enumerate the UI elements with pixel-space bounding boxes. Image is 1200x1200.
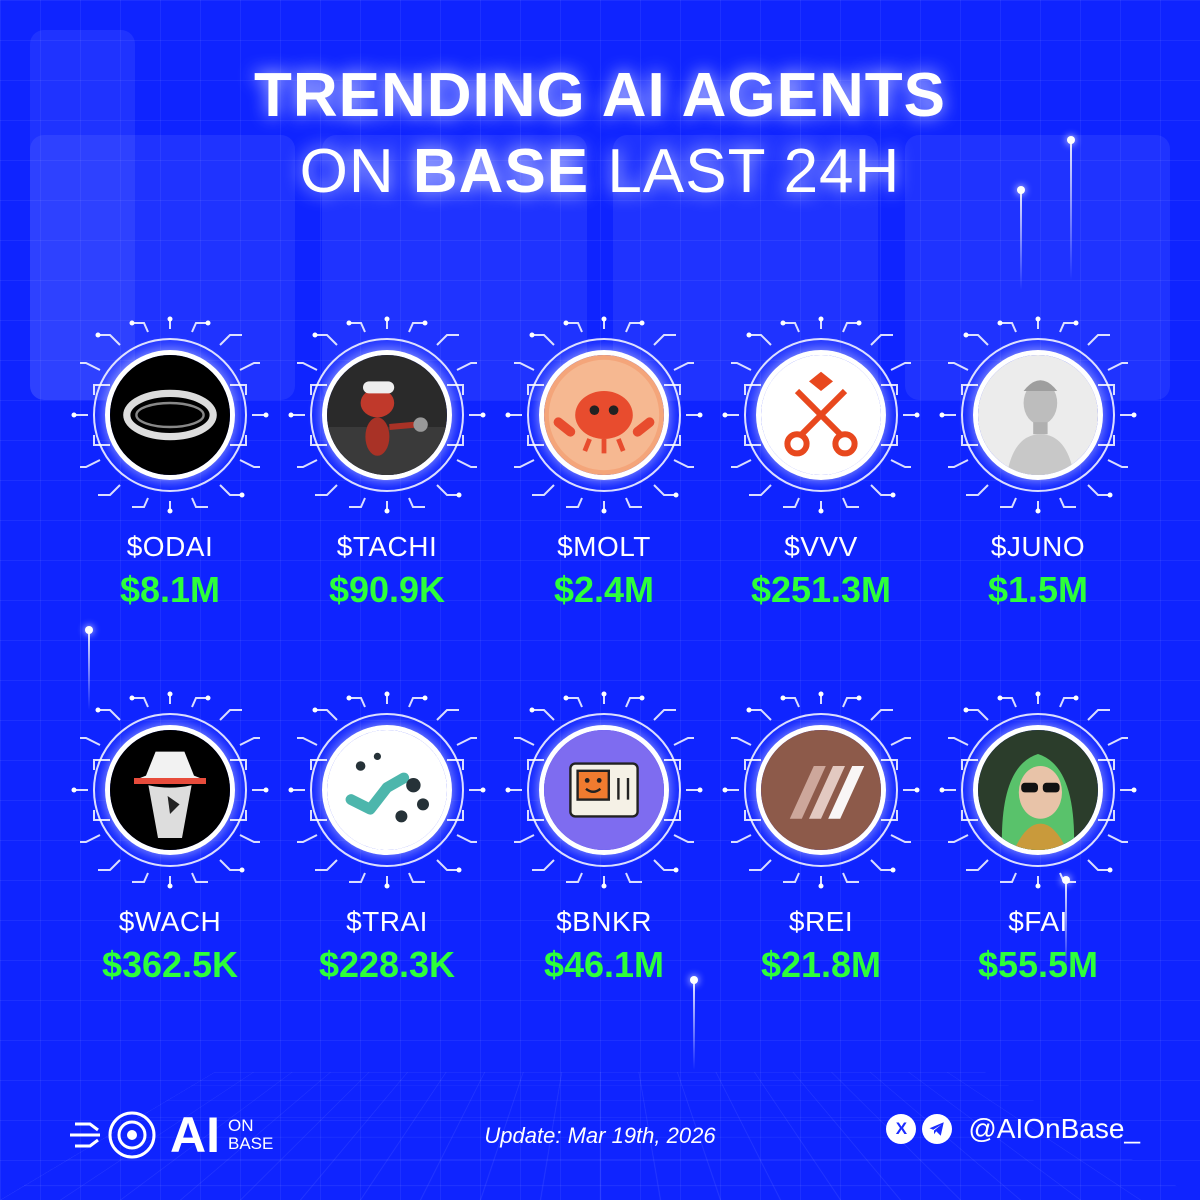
agent-ticker: $FAI — [938, 906, 1138, 938]
title-line-2: ON BASE LAST 24H — [0, 134, 1200, 210]
page-title: TRENDING AI AGENTS ON BASE LAST 24H — [0, 58, 1200, 210]
agent-ticker: $ODAI — [70, 531, 270, 563]
agent-value: $1.5M — [938, 569, 1138, 611]
title-on: ON — [300, 137, 395, 206]
agent-ticker: $REI — [721, 906, 921, 938]
red-crab-icon — [539, 350, 669, 480]
green-hair-woman-icon — [973, 725, 1103, 855]
social-links: X @AIOnBase_ — [886, 1113, 1140, 1145]
hat-bird-icon — [105, 725, 235, 855]
stripes-logo-icon — [756, 725, 886, 855]
agent-ticker: $TRAI — [287, 906, 487, 938]
x-logo-icon[interactable]: X — [886, 1114, 916, 1144]
social-handle[interactable]: @AIOnBase_ — [968, 1113, 1140, 1145]
agent-ticker: $JUNO — [938, 531, 1138, 563]
agent-value: $251.3M — [721, 569, 921, 611]
crossed-keys-icon — [756, 350, 886, 480]
robot-statue-icon — [973, 350, 1103, 480]
title-last24h: LAST 24H — [607, 137, 900, 206]
agent-value: $228.3K — [287, 944, 487, 986]
agent-ticker: $BNKR — [504, 906, 704, 938]
glowing-ring-icon — [105, 350, 235, 480]
agent-ticker: $VVV — [721, 531, 921, 563]
retro-computer-icon — [539, 725, 669, 855]
agent-value: $362.5K — [70, 944, 270, 986]
agent-value: $21.8M — [721, 944, 921, 986]
glow-line — [693, 980, 695, 1070]
agent-ticker: $MOLT — [504, 531, 704, 563]
dots-wave-icon — [322, 725, 452, 855]
agent-value: $90.9K — [287, 569, 487, 611]
agent-ticker: $TACHI — [287, 531, 487, 563]
agent-value: $55.5M — [938, 944, 1138, 986]
agent-ticker: $WACH — [70, 906, 270, 938]
telegram-icon[interactable] — [922, 1114, 952, 1144]
agent-value: $46.1M — [504, 944, 704, 986]
title-line-1: TRENDING AI AGENTS — [0, 58, 1200, 134]
footer: AI ON BASE Update: Mar 19th, 2026 X @AIO… — [0, 1105, 1200, 1165]
title-base: BASE — [413, 137, 589, 206]
agent-value: $2.4M — [504, 569, 704, 611]
agent-value: $8.1M — [70, 569, 270, 611]
red-ant-character-icon — [322, 350, 452, 480]
